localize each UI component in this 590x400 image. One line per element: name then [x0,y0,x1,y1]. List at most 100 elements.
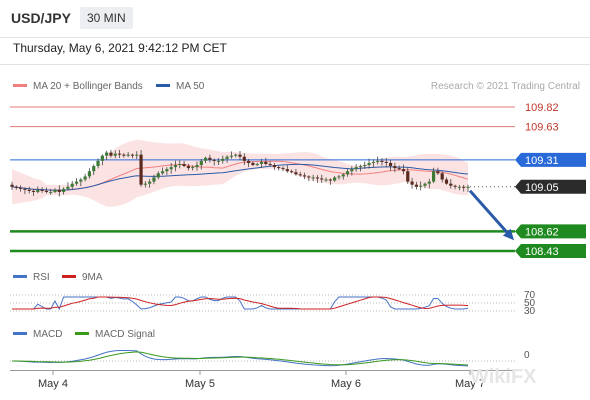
candle-body [135,154,139,156]
candle [186,163,190,171]
time-tick-label: May 6 [331,378,361,390]
candle-body [31,190,36,192]
candle-body [66,186,70,189]
candle-body [178,163,182,166]
candle [212,158,216,166]
candle-body [100,155,104,161]
candle-body [401,169,406,172]
ma50-legend-label: MA 50 [176,81,205,92]
candle-body [320,178,324,180]
candle [139,150,143,187]
candle [341,173,345,180]
candle-body [453,185,457,187]
candle-body [216,160,221,162]
candle-body [10,184,14,187]
candle [130,153,135,159]
candle [23,187,27,195]
candle [367,158,371,169]
macd-line [11,350,469,367]
candle-body [96,160,100,167]
candle [427,178,431,189]
candle [83,173,87,182]
candle-body [14,186,18,188]
candle [27,186,31,194]
time-tick-label: May 5 [185,378,215,390]
candle [345,168,350,177]
timeframe-badge[interactable]: 30 MIN [80,7,133,29]
level-tag-shape [515,179,586,194]
bollinger-band [12,139,468,207]
candle [178,160,182,169]
candle-body [62,188,66,192]
candle [423,182,427,189]
candle-body [122,154,126,156]
candle [87,168,92,179]
candle [410,177,414,189]
candle [152,174,156,185]
candle-body [195,165,199,168]
macd-signal-legend-label: MACD Signal [95,329,155,340]
candle [92,164,96,176]
candle-body [221,158,225,161]
candle [216,158,221,166]
rsi-line [12,296,469,311]
level-label-109.05: 109.05 [525,182,559,194]
candle-body [302,175,307,177]
level-label-109.31: 109.31 [525,155,559,167]
candle-body [264,161,268,164]
candle-body [212,159,216,161]
candle-body [384,161,388,163]
macd-signal-line [12,351,469,366]
candle [414,181,418,190]
candle-body [290,171,294,173]
time-tick-label: May 7 [455,378,485,390]
candle-body [208,157,212,160]
candle-body [109,152,113,156]
candle [57,185,61,197]
level-tag-108.43: 108.43 [515,244,586,258]
candle-body [148,181,152,184]
candle [191,165,195,171]
candle-body [311,177,315,179]
candle-body [247,160,251,163]
candles [10,149,470,197]
forecast-arrow-head [502,228,514,241]
candle-body [49,191,53,193]
candle [100,154,104,166]
candle-body [272,165,277,168]
candle [109,149,113,158]
rsi-legend-label: RSI [33,272,50,283]
candle [53,188,57,194]
level-label-108.43: 108.43 [525,246,559,258]
rsi-70-label: 70 [524,290,536,301]
candle [384,158,388,168]
candle [401,164,406,175]
macd-legend-label: MACD [33,329,62,340]
candle-body [70,183,74,187]
candle [406,167,410,185]
candle [320,174,324,183]
candle-body [345,171,350,175]
candle-body [229,155,233,157]
candle-body [156,173,160,178]
macd-signal-legend-swatch [75,332,89,335]
time-axis: May 4 May 5 May 6 May 7 [38,370,485,390]
candle [165,167,169,176]
candle [363,161,367,169]
candle [466,184,470,193]
candle [242,153,246,166]
candle-body [341,174,345,177]
candle-body [105,152,109,156]
candle [440,171,444,183]
candle [333,176,337,182]
candle [285,165,289,173]
candle [307,175,311,182]
forecast-arrow-shaft [468,189,512,237]
candle [62,187,66,195]
candle [255,162,259,167]
candle [126,151,130,158]
candle [182,160,186,168]
candle [324,177,328,182]
header-bar: USD/JPY 30 MIN [0,0,590,38]
candle [10,181,14,190]
